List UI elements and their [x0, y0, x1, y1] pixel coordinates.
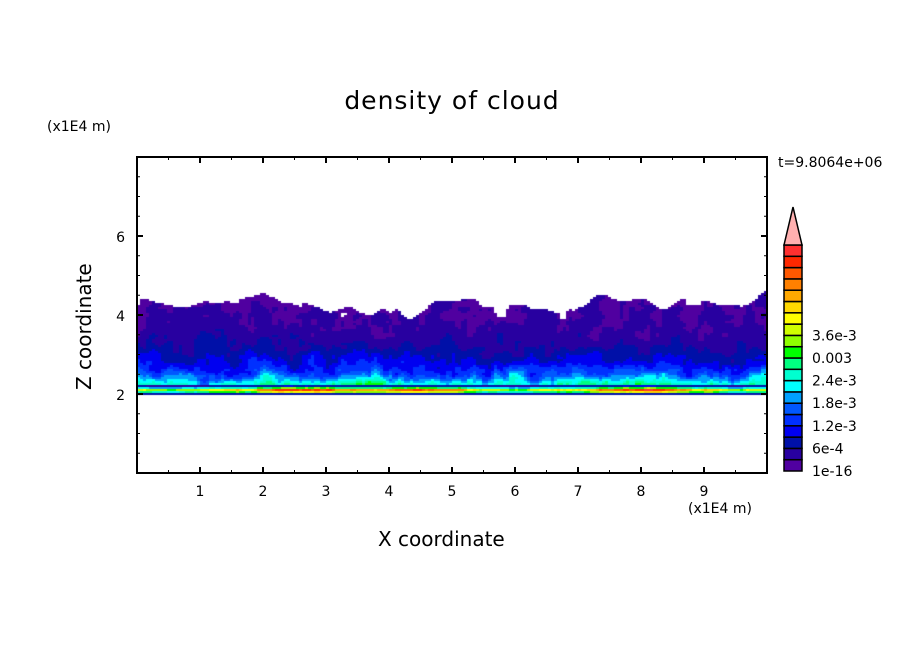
- colorbar-box: [783, 368, 803, 382]
- colorbar-label: 3.6e-3: [812, 328, 857, 344]
- colorbar-box: [783, 402, 803, 416]
- colorbar-box: [783, 334, 803, 348]
- colorbar-label: 6e-4: [812, 441, 844, 457]
- chart-title: density of cloud: [344, 86, 560, 115]
- contour-field: [137, 157, 767, 473]
- x-tick-label: 1: [196, 484, 205, 500]
- colorbar-box: [783, 357, 803, 371]
- colorbar-box: [783, 436, 803, 450]
- colorbar-label: 2.4e-3: [812, 374, 857, 390]
- colorbar-box: [783, 300, 803, 314]
- colorbar-box: [783, 289, 803, 303]
- colorbar-box: [783, 266, 803, 280]
- colorbar-box: [783, 345, 803, 359]
- x-tick-label: 6: [511, 484, 520, 500]
- colorbar-label: 0.003: [812, 351, 852, 367]
- x-tick-label: 8: [637, 484, 646, 500]
- plot-frame: [136, 156, 768, 474]
- colorbar-box: [783, 391, 803, 404]
- colorbar-label: 1.8e-3: [812, 396, 857, 412]
- x-axis-label: X coordinate: [378, 527, 505, 551]
- colorbar-box: [783, 255, 803, 269]
- y-tick-label: 6: [116, 230, 125, 246]
- colorbar-label: 1.2e-3: [812, 419, 857, 435]
- colorbar-box: [783, 379, 803, 393]
- colorbar-box: [783, 425, 803, 438]
- x-tick-label: 9: [700, 484, 709, 500]
- x-tick-label: 3: [322, 484, 331, 500]
- colorbar-box: [783, 458, 803, 472]
- colorbar-label: 1e-16: [812, 464, 852, 480]
- y-tick-label: 2: [116, 388, 125, 404]
- colorbar-box: [783, 413, 803, 427]
- colorbar-box: [783, 244, 803, 258]
- x-unit-label: (x1E4 m): [688, 501, 752, 517]
- colorbar-box: [783, 312, 803, 325]
- colorbar-box: [783, 278, 803, 291]
- colorbar-overflow-triangle: [783, 206, 803, 246]
- x-tick-label: 7: [574, 484, 583, 500]
- y-tick-label: 4: [116, 309, 125, 325]
- x-tick-label: 4: [385, 484, 394, 500]
- x-tick-label: 5: [448, 484, 457, 500]
- time-label: t=9.8064e+06: [778, 155, 883, 171]
- colorbar-box: [783, 323, 803, 337]
- x-tick-label: 2: [259, 484, 268, 500]
- colorbar-box: [783, 447, 803, 461]
- y-unit-label: (x1E4 m): [47, 119, 111, 135]
